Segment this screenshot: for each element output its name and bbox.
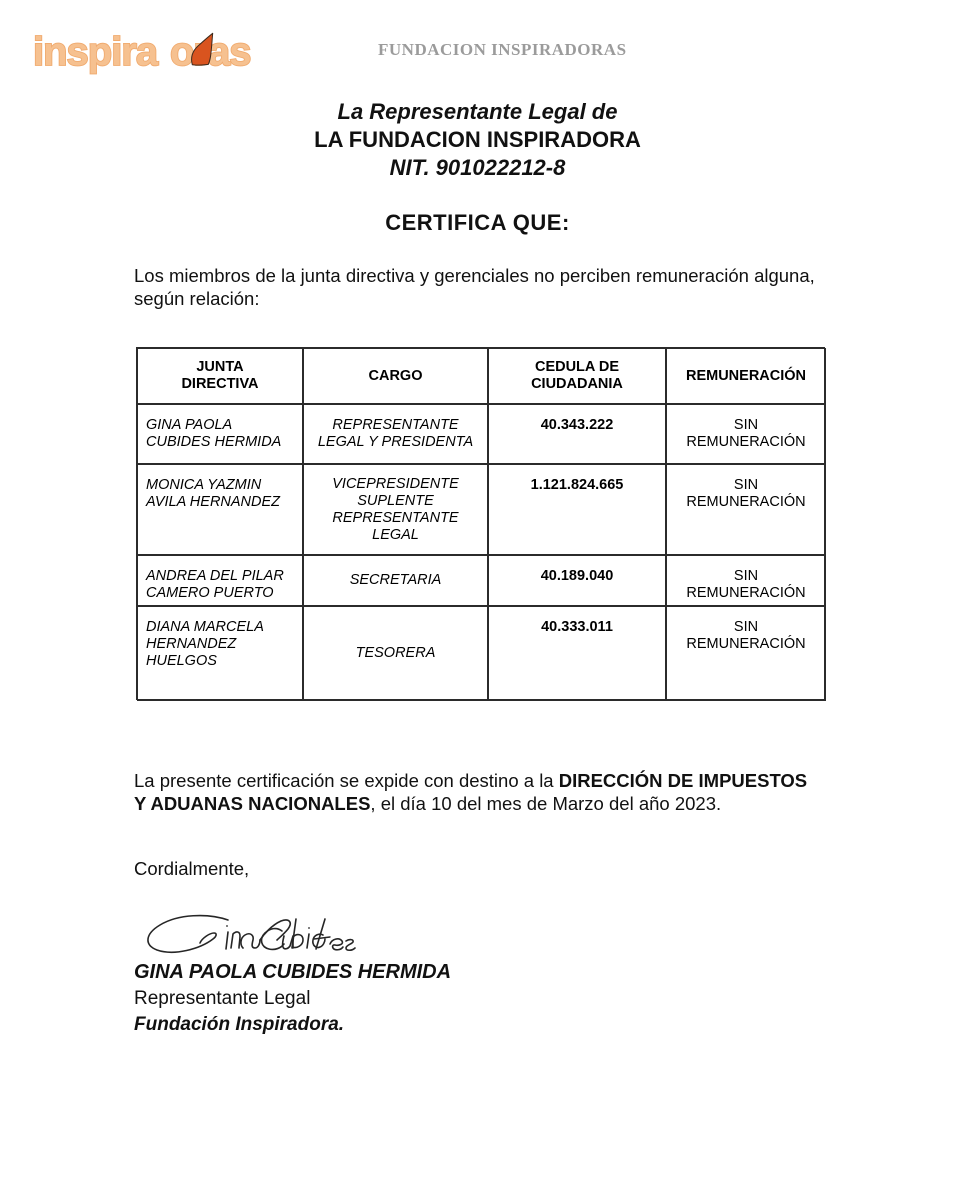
svg-text:inspira: inspira: [33, 30, 159, 74]
